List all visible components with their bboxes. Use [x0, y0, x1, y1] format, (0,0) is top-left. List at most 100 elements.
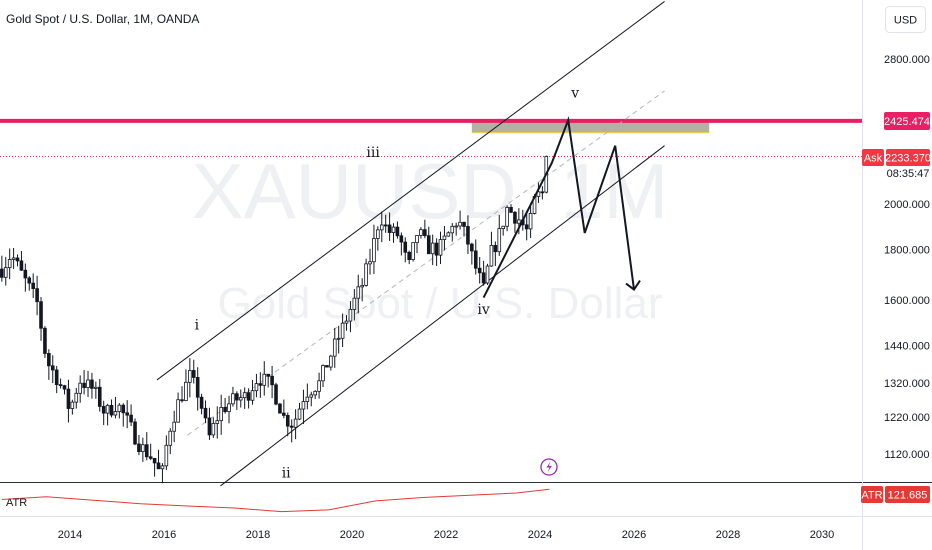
candle-body [86, 379, 90, 388]
lightning-icon[interactable] [540, 458, 558, 476]
candle-body [121, 404, 126, 414]
candle-body [238, 397, 243, 401]
candle-body [540, 191, 545, 194]
candle-body [438, 239, 443, 256]
candle-body [11, 257, 16, 260]
candle-body [258, 383, 263, 386]
candle-body [466, 226, 470, 245]
candle-body [383, 224, 388, 227]
candle-body [473, 250, 478, 269]
atr-layer [1, 488, 550, 513]
price-tick-label: 1320.000 [884, 378, 930, 390]
time-tick-label: 2030 [810, 529, 834, 541]
candle-body [513, 211, 517, 224]
candle-body [156, 462, 161, 470]
currency-button[interactable]: USD [885, 6, 926, 33]
channel-mid-line[interactable] [187, 90, 665, 436]
candle-body [387, 224, 392, 233]
candle-body [356, 286, 361, 299]
candle-body [254, 383, 259, 392]
time-tick-label: 2018 [246, 529, 270, 541]
candle-body [493, 244, 498, 253]
candle-body [489, 244, 494, 267]
projection-path[interactable] [482, 116, 635, 299]
candle-body [403, 241, 408, 253]
candle-body [3, 267, 8, 278]
candle-body [117, 404, 122, 412]
candle-body [285, 415, 290, 427]
watermark-symbol: XAUUSD, 1M [192, 147, 669, 235]
time-tick-label: 2028 [716, 529, 740, 541]
chart-title: Gold Spot / U.S. Dollar, 1M, OANDA [6, 12, 199, 26]
candle-body [528, 212, 533, 230]
candle-body [509, 207, 513, 213]
candle-body [364, 263, 368, 286]
candle-body [141, 444, 145, 452]
projection-arrowhead [625, 280, 641, 292]
candles-layer [0, 155, 549, 484]
channel-upper-line[interactable] [156, 1, 665, 381]
candle-body [348, 309, 353, 322]
resistance-price-tag: 2425.474 [884, 112, 930, 130]
projection-layer [482, 116, 641, 299]
candle-body [419, 229, 423, 236]
candle-body [58, 384, 63, 387]
price-tick-label: 1600.000 [884, 295, 930, 307]
time-axis[interactable]: 2014 2016 2018 2020 2022 2024 2026 2028 2030 [58, 529, 834, 541]
candle-body [129, 414, 133, 423]
resistance-layer [0, 118, 862, 157]
ask-price-tag: Ask 2233.370 08:35:47 [862, 149, 931, 180]
candle-body [168, 430, 173, 446]
candle-body [340, 322, 345, 339]
candle-body [407, 251, 411, 260]
candle-body [0, 268, 4, 278]
candle-body [195, 377, 200, 398]
candle-body [137, 443, 141, 452]
time-tick-label: 2014 [58, 529, 82, 541]
candle-body [164, 444, 169, 467]
candle-body [23, 269, 28, 279]
candle-body [90, 379, 94, 389]
candle-body [497, 228, 502, 253]
candle-body [305, 396, 310, 402]
candle-body [329, 355, 333, 368]
candle-body [101, 406, 106, 414]
candle-body [62, 385, 67, 390]
candle-body [223, 406, 227, 413]
candle-body [278, 403, 282, 414]
candle-body [274, 384, 278, 405]
candle-body [7, 259, 12, 269]
candle-body [344, 320, 349, 324]
candle-body [113, 411, 118, 416]
time-tick-label: 2022 [434, 529, 458, 541]
candle-body [27, 277, 32, 284]
candle-body [450, 225, 455, 234]
candle-body [246, 392, 251, 401]
candle-body [242, 392, 247, 399]
candle-body [215, 420, 220, 424]
candle-body [434, 242, 439, 256]
candle-body [31, 282, 35, 290]
candle-body [395, 226, 400, 237]
candle-body [50, 365, 55, 371]
candle-body [352, 297, 357, 310]
candle-body [505, 207, 509, 227]
candle-body [188, 370, 192, 383]
channel-lower-line[interactable] [220, 145, 665, 487]
target-zone-layer [471, 120, 710, 134]
candle-body [203, 407, 208, 419]
atr-value-tag: ATR 121.685 [861, 486, 930, 503]
candle-body [54, 369, 59, 386]
candle-body [446, 232, 451, 237]
candle-body [501, 225, 505, 229]
channel-layer [156, 1, 665, 487]
price-axis[interactable]: 2800.000 2000.000 1800.000 1600.000 1440.000… [884, 54, 930, 461]
bar-countdown: 08:35:47 [887, 168, 930, 180]
candle-body [176, 399, 180, 423]
candle-body [321, 365, 325, 382]
candle-body [368, 261, 372, 265]
atr-tag-label: ATR [861, 490, 882, 502]
